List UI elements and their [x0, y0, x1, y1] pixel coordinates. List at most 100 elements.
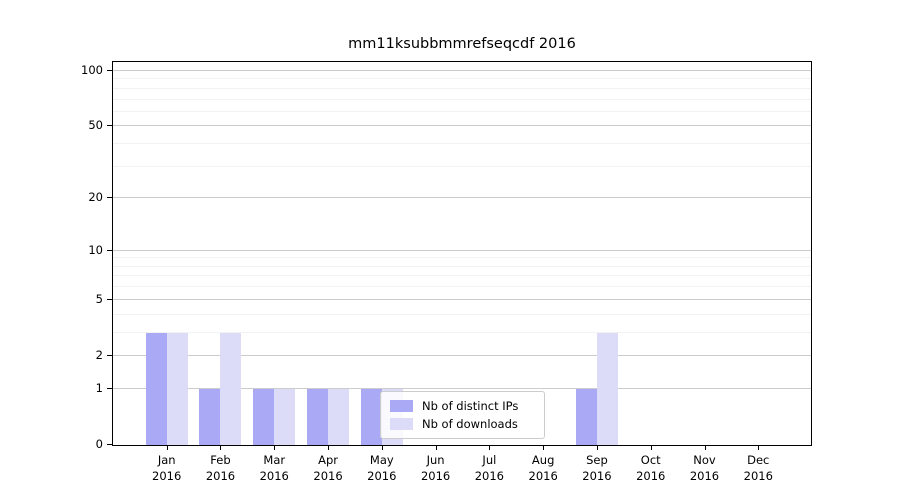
x-tick [381, 446, 383, 450]
y-tick-label: 1 [95, 380, 103, 395]
gridline-minor [113, 87, 811, 89]
gridline-minor [113, 165, 811, 167]
y-tick-label: 20 [88, 190, 103, 205]
x-tick-year: 2016 [420, 469, 451, 483]
y-tick [107, 70, 112, 71]
x-tick-label-may: May 2016 [350, 452, 414, 484]
bar-downloads-sep [596, 332, 618, 445]
gridline-minor [113, 313, 811, 315]
x-tick-month: Dec [747, 453, 770, 467]
bar-ips-may [360, 388, 382, 445]
x-tick [489, 446, 491, 450]
x-tick-month: Feb [210, 453, 231, 467]
x-tick-year: 2016 [367, 469, 397, 483]
x-tick-year: 2016 [582, 469, 612, 483]
x-tick-month: Aug [531, 453, 555, 467]
gridline-minor [113, 331, 811, 333]
y-tick [107, 197, 112, 199]
x-tick-year: 2016 [689, 469, 720, 483]
legend-swatch-ips-icon [390, 400, 413, 412]
x-tick-label-apr: Apr 2016 [296, 452, 360, 484]
x-tick [274, 446, 276, 450]
x-tick-month: Jul [482, 453, 497, 467]
y-tick-label: 50 [88, 118, 103, 133]
gridline-minor [113, 143, 811, 145]
x-tick-label-aug: Aug 2016 [511, 452, 575, 484]
x-tick-month: May [369, 453, 394, 467]
y-tick [107, 387, 112, 389]
x-tick-label-nov: Nov 2016 [673, 452, 737, 484]
legend: Nb of distinct IPs Nb of downloads [380, 391, 545, 439]
legend-item-downloads: Nb of downloads [390, 415, 544, 433]
gridline-minor [113, 98, 811, 100]
legend-label: Nb of distinct IPs [422, 399, 519, 413]
y-tick-label: 0 [95, 437, 103, 451]
y-tick-label: 2 [95, 347, 103, 362]
x-tick-month: Apr [318, 453, 338, 467]
legend-item-distinct-ips: Nb of distinct IPs [390, 397, 544, 415]
bar-ips-sep [575, 388, 597, 445]
x-tick-year: 2016 [528, 469, 558, 483]
x-tick [704, 446, 706, 450]
y-tick [107, 125, 112, 127]
gridline-minor [113, 286, 811, 288]
x-tick [650, 446, 652, 450]
bar-ips-apr [307, 388, 329, 445]
x-tick-label-mar: Mar 2016 [242, 452, 306, 484]
gridline-minor [113, 78, 811, 80]
bar-ips-feb [199, 388, 221, 445]
gridline-minor [113, 257, 811, 259]
y-tick [107, 354, 112, 356]
bar-downloads-mar [274, 388, 296, 445]
x-tick-month: Mar [263, 453, 286, 467]
x-tick-month: Oct [640, 453, 661, 467]
x-tick-month: Jan [157, 453, 176, 467]
x-tick-label-sep: Sep 2016 [565, 452, 629, 484]
gridline-minor [113, 110, 811, 112]
gridline-minor [113, 265, 811, 267]
gridline-major [113, 298, 811, 300]
x-tick-month: Sep [586, 453, 608, 467]
y-tick [107, 249, 112, 251]
bar-ips-jan [145, 332, 167, 445]
x-tick-month: Jun [426, 453, 445, 467]
gridline-major [113, 125, 811, 127]
y-tick-label: 5 [95, 291, 103, 306]
x-tick-label-feb: Feb 2016 [188, 452, 252, 484]
x-tick [220, 446, 222, 450]
y-tick-label: 100 [81, 63, 103, 77]
x-tick [543, 446, 545, 450]
x-tick-year: 2016 [313, 469, 343, 483]
chart-title: mm11ksubbmmrefseqcdf 2016 [348, 36, 576, 52]
x-tick [328, 446, 330, 450]
x-tick [596, 446, 598, 450]
legend-label: Nb of downloads [422, 417, 518, 431]
x-tick-year: 2016 [205, 469, 236, 483]
x-tick-year: 2016 [636, 469, 666, 483]
x-tick-year: 2016 [743, 469, 773, 483]
gridline-major [113, 387, 811, 389]
bar-downloads-feb [220, 332, 242, 445]
x-tick-label-dec: Dec 2016 [726, 452, 790, 484]
x-tick-year: 2016 [474, 469, 505, 483]
gridline-major [113, 249, 811, 251]
bar-ips-mar [253, 388, 275, 445]
y-tick-label: 10 [88, 242, 103, 257]
x-tick [435, 446, 437, 450]
legend-swatch-downloads-icon [390, 418, 413, 430]
gridline-major [113, 354, 811, 356]
x-tick-label-jun: Jun 2016 [404, 452, 468, 484]
x-tick [166, 446, 168, 450]
x-tick [758, 446, 760, 450]
y-tick [107, 298, 112, 300]
plot-area [112, 61, 812, 446]
x-tick-month: Nov [693, 453, 716, 467]
x-tick-label-jan: Jan 2016 [135, 452, 199, 484]
y-tick [107, 444, 112, 445]
x-tick-year: 2016 [259, 469, 289, 483]
gridline-major [113, 197, 811, 199]
bar-downloads-apr [328, 388, 350, 445]
gridline-major [113, 70, 811, 71]
gridline-minor [113, 275, 811, 277]
